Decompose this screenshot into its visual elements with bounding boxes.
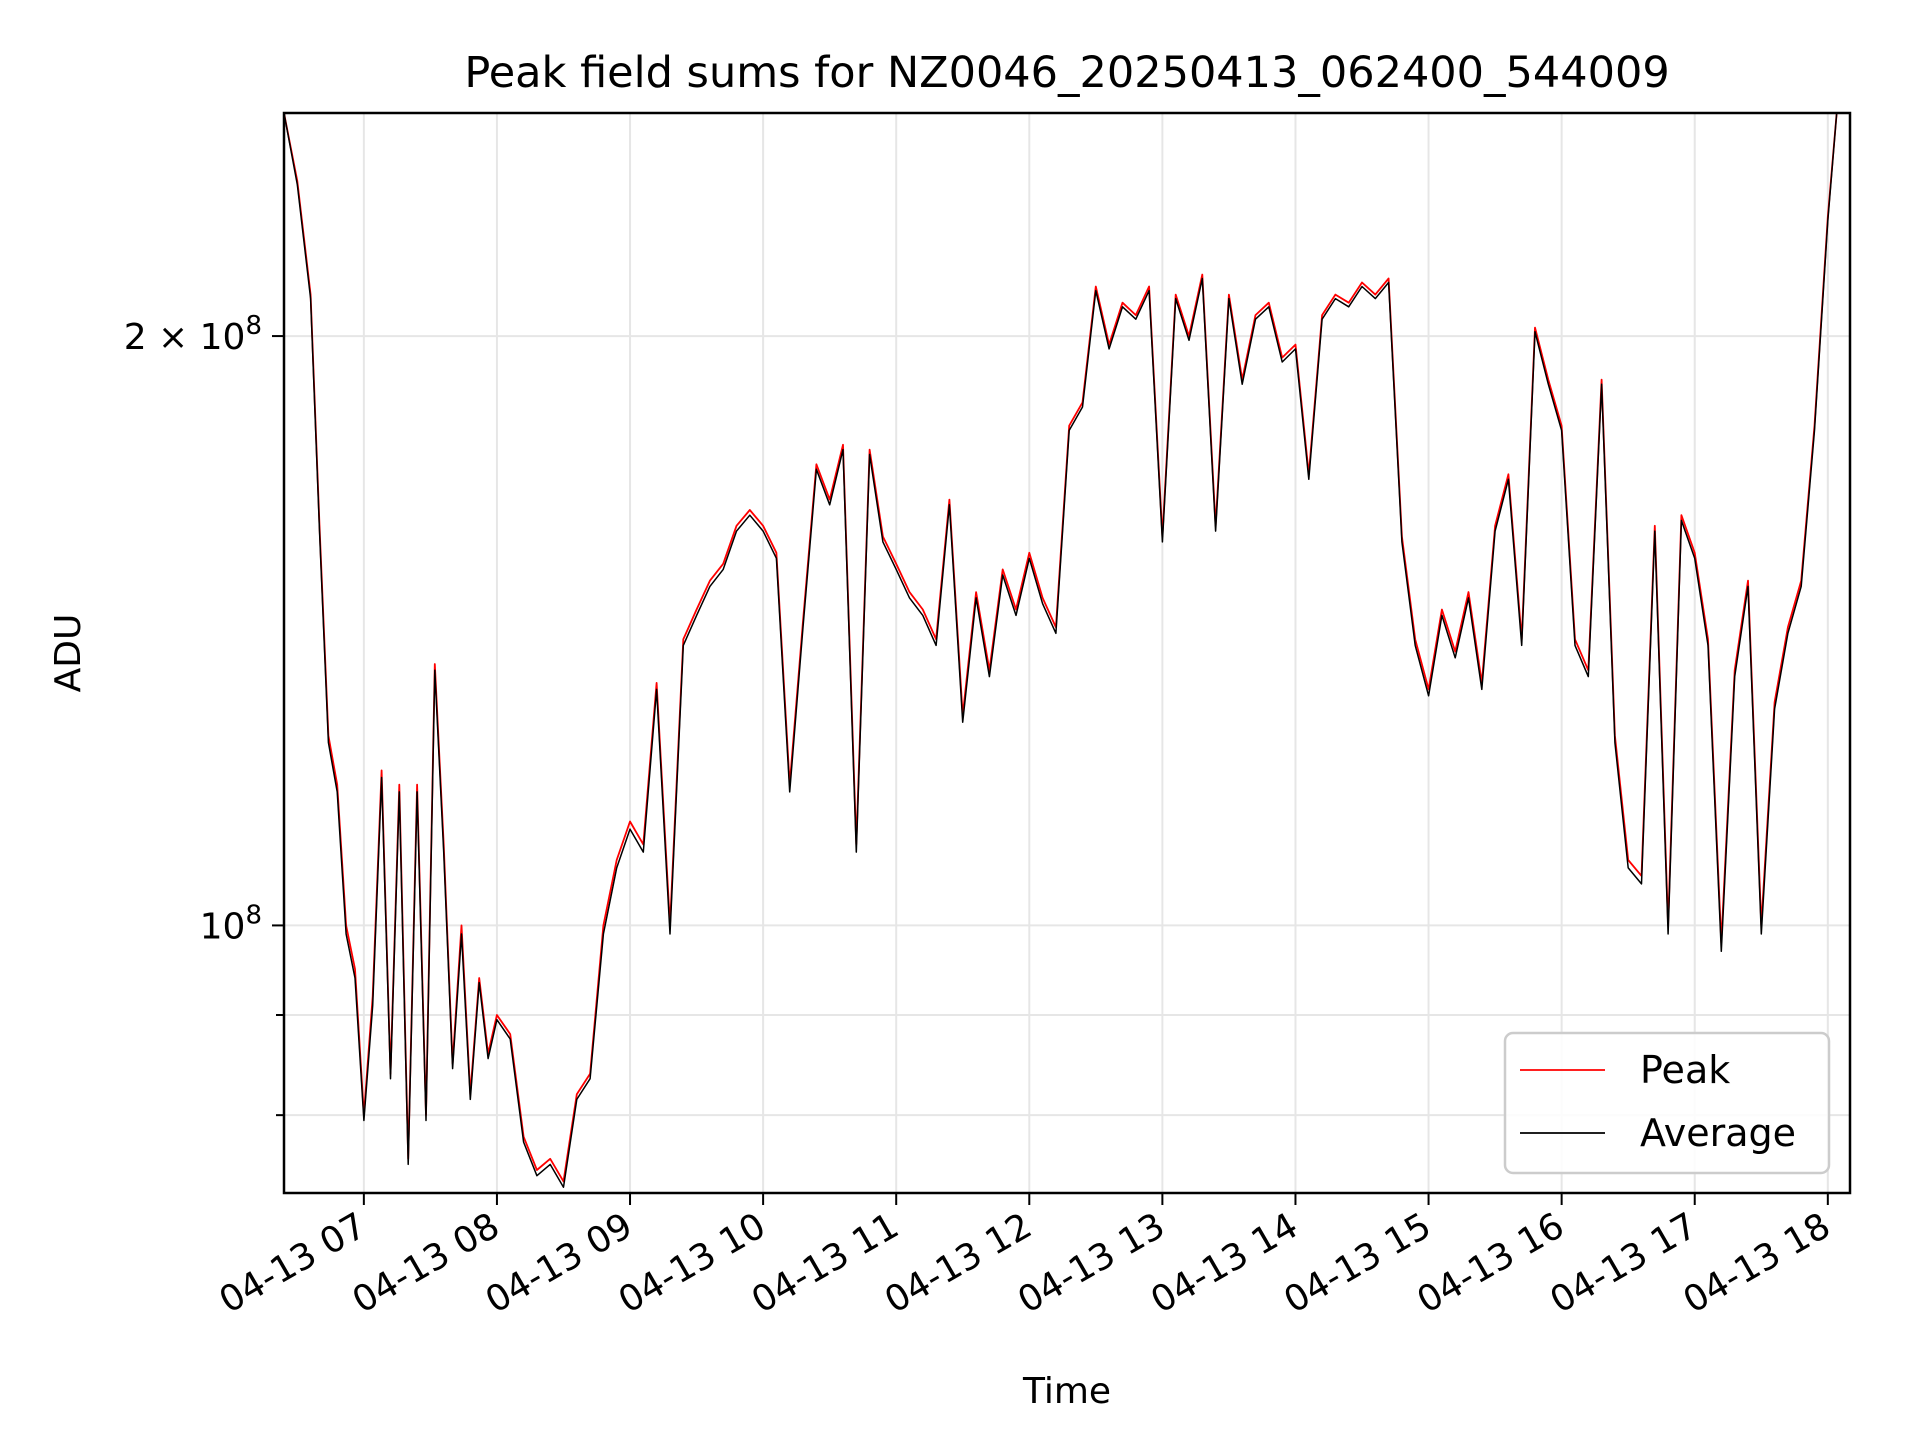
x-tick-label: 04-13 12 (878, 1205, 1039, 1321)
x-tick-label: 04-13 13 (1011, 1205, 1172, 1321)
grid-lines (284, 113, 1850, 1193)
y-axis-ticks: 2 × 108 108 (124, 311, 284, 1117)
x-tick-label: 04-13 09 (479, 1205, 640, 1321)
x-tick-label: 04-13 15 (1277, 1205, 1438, 1321)
chart-title: Peak field sums for NZ0046_20250413_0624… (464, 48, 1669, 98)
x-tick-label: 04-13 08 (346, 1205, 507, 1321)
series-line-peak (284, 113, 1838, 1183)
legend-box (1503, 1031, 1831, 1175)
x-axis-label: Time (1022, 1371, 1111, 1412)
x-tick-label: 04-13 18 (1677, 1205, 1838, 1321)
x-tick-label: 04-13 16 (1410, 1205, 1571, 1321)
x-tick-label: 04-13 11 (745, 1205, 906, 1321)
plot-frame (282, 111, 1852, 1195)
y-tick-label: 2 × 108 (124, 311, 262, 358)
x-tick-label: 04-13 14 (1144, 1205, 1305, 1321)
x-tick-label: 04-13 10 (612, 1205, 773, 1321)
x-tick-label: 04-13 07 (213, 1205, 374, 1321)
legend-label-average: Average (1640, 1111, 1796, 1155)
y-axis-label: ADU (48, 614, 89, 693)
series-group (284, 113, 1838, 1188)
series-line-average (284, 113, 1838, 1188)
legend: Peak Average (1503, 1031, 1831, 1175)
x-tick-label: 04-13 17 (1544, 1205, 1705, 1321)
legend-label-peak: Peak (1640, 1048, 1730, 1092)
y-tick-label: 108 (200, 900, 262, 947)
